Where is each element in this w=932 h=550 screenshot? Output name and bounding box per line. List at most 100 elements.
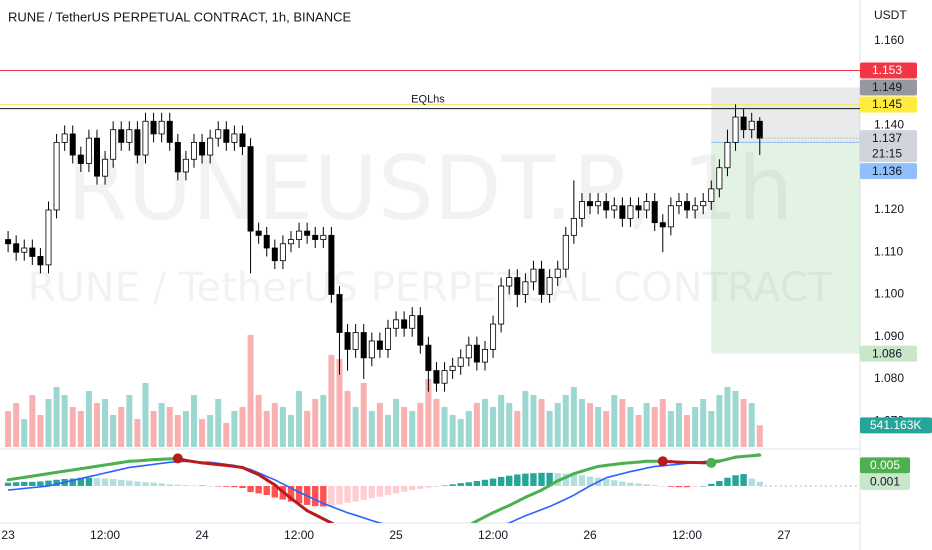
candle-body <box>473 344 480 363</box>
candle-body <box>166 120 173 143</box>
volume-bar <box>619 399 626 447</box>
candle-body <box>223 129 230 143</box>
histogram-bar <box>198 485 206 487</box>
cross-dot <box>706 457 717 468</box>
histogram-bar <box>489 478 497 486</box>
y-tick-label: 1.080 <box>874 371 904 385</box>
candle-body <box>287 239 294 245</box>
volume-bar <box>756 425 763 447</box>
candle-body <box>627 205 634 219</box>
histogram-bar <box>473 481 481 486</box>
signal-segment <box>507 499 519 508</box>
histogram-bar <box>400 485 408 492</box>
volume-bar <box>635 415 642 447</box>
volume-bar <box>611 395 618 447</box>
histogram-bar <box>506 475 513 486</box>
volume-bar <box>190 395 197 447</box>
candle-body <box>360 332 367 359</box>
candle-body <box>320 234 327 240</box>
histogram-bar <box>465 482 472 486</box>
volume-bar <box>199 419 206 447</box>
histogram-bar <box>85 477 93 486</box>
candle-body <box>150 120 157 135</box>
histogram-bar <box>287 485 295 502</box>
volume-bar <box>182 411 189 447</box>
histogram-bar <box>336 485 343 505</box>
volume-bar <box>287 415 294 447</box>
candle-body <box>651 201 658 224</box>
signal-segment <box>540 484 552 492</box>
histogram-bar <box>691 485 699 487</box>
candle-body <box>635 205 642 211</box>
macd-tag-label: 0.001 <box>870 475 900 489</box>
histogram-bar <box>570 474 578 486</box>
histogram-bar <box>699 485 707 487</box>
histogram-bar <box>344 485 351 503</box>
candle-body <box>336 294 343 333</box>
macd-tag <box>860 473 910 490</box>
histogram-bar <box>368 485 376 499</box>
candle-body <box>61 133 68 143</box>
histogram-bar <box>603 478 610 486</box>
candle-body <box>530 268 537 283</box>
volume-bar <box>384 415 391 447</box>
histogram-bar <box>12 482 20 486</box>
volume-bar <box>344 391 351 447</box>
price-tag <box>860 79 917 96</box>
candle-body <box>425 344 432 371</box>
candle-body <box>465 344 472 359</box>
x-tick-label: 25 <box>389 528 403 542</box>
price-tag <box>860 345 917 362</box>
histogram-bar <box>360 485 367 500</box>
candle-body <box>368 340 375 359</box>
volume-bar <box>700 399 707 447</box>
candle-body <box>85 137 92 164</box>
histogram-bar <box>675 485 683 488</box>
signal-segment <box>289 496 301 506</box>
candle-body <box>134 129 141 156</box>
volume-bar <box>142 383 149 447</box>
candle-body <box>700 201 707 207</box>
histogram-bar <box>417 485 424 489</box>
volume-bar <box>207 415 214 447</box>
histogram-bar <box>627 482 634 486</box>
price-tag <box>860 96 917 113</box>
candle-body <box>393 319 400 329</box>
price-tag <box>860 163 917 180</box>
volume-bar <box>69 407 76 447</box>
candle-body <box>595 201 602 207</box>
volume-bar <box>336 359 343 447</box>
candle-body <box>562 234 569 270</box>
histogram-bar <box>514 474 521 486</box>
volume-bar <box>166 407 173 447</box>
price-tag-label: 1.149 <box>872 80 902 94</box>
histogram-bar <box>142 482 149 486</box>
signal-segment <box>321 517 333 523</box>
histogram-bar <box>392 485 400 494</box>
volume-bar <box>118 407 125 447</box>
price-tag-label: 1.086 <box>872 346 902 360</box>
volume-bar <box>659 399 666 447</box>
volume-bar <box>425 379 432 447</box>
price-tag-label: 1.137 <box>872 131 902 145</box>
histogram-bar <box>667 485 675 487</box>
y-tick-label: 1.160 <box>874 33 904 47</box>
volume-bar <box>498 395 505 447</box>
candle-body <box>667 205 674 228</box>
candle-body <box>126 129 133 143</box>
histogram-bar <box>320 485 327 507</box>
candle-body <box>498 285 505 325</box>
volume-bar <box>61 395 68 447</box>
candle-body <box>578 201 585 219</box>
candle-body <box>312 234 319 240</box>
candle-body <box>756 120 763 139</box>
chart-title: RUNE / TetherUS PERPETUAL CONTRACT, 1h, … <box>8 9 351 24</box>
candle-body <box>684 201 691 211</box>
volume-bar <box>481 399 488 447</box>
volume-bar <box>110 415 117 447</box>
volume-bar <box>603 411 610 447</box>
candle-body <box>740 116 747 131</box>
volume-bar <box>53 387 60 447</box>
candle-body <box>45 209 52 266</box>
candle-body <box>587 201 594 207</box>
